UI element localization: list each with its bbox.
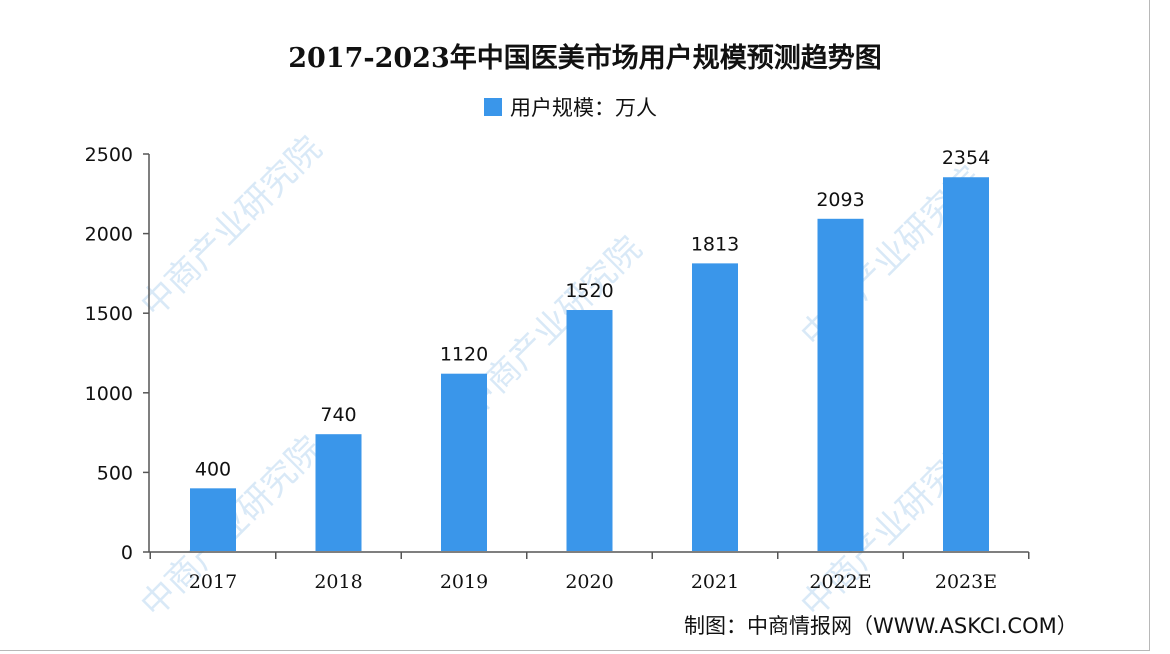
bar-2018 [315,434,362,551]
bar-2020 [566,310,613,551]
x-tick-label-2019: 2019 [440,571,488,593]
data-label-2018: 740 [320,404,356,426]
data-label-2023E: 2354 [942,147,990,169]
data-label-2017: 400 [195,458,231,480]
x-tick-label-2023E: 2023E [935,571,997,593]
bar-2021 [692,263,738,551]
legend-label: 用户规模：万人 [510,96,657,120]
y-tick-label: 1500 [85,303,133,325]
bar-2022E [817,218,864,551]
bar-2017 [190,488,236,551]
bar-2019 [441,373,487,551]
data-label-2020: 1520 [565,280,613,302]
chart-title: 2017-2023年中国医美市场用户规模预测趋势图 [288,43,882,74]
legend-swatch [484,98,502,116]
x-tick-label-2018: 2018 [314,571,362,593]
x-tick-label-2021: 2021 [691,571,739,593]
chart-frame [0,0,1150,651]
y-tick-label: 500 [97,462,133,484]
y-tick-label: 2500 [85,144,133,166]
x-tick-label-2020: 2020 [565,571,613,593]
x-tick-label-2017: 2017 [189,571,237,593]
x-tick-label-2022E: 2022E [809,571,871,593]
data-label-2019: 1120 [440,344,488,366]
y-tick-label: 1000 [85,383,133,405]
y-tick-label: 2000 [85,224,133,246]
source-note: 制图：中商情报网（WWW.ASKCI.COM） [684,614,1078,638]
legend: 用户规模：万人 [484,92,657,122]
data-label-2022E: 2093 [816,189,864,211]
y-tick-label: 0 [121,542,133,564]
bar-2023E [943,177,989,551]
data-label-2021: 1813 [691,233,739,255]
